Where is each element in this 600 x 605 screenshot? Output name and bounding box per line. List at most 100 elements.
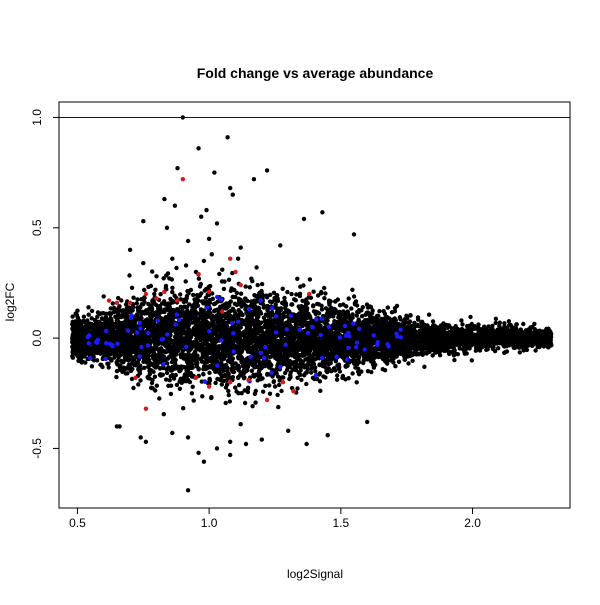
data-point [217,271,222,277]
data-point [183,263,189,268]
data-point [252,391,258,396]
data-point [260,376,265,381]
data-point [514,322,519,327]
data-point [517,350,522,355]
data-point [288,370,293,375]
data-point [234,389,239,394]
data-point [147,376,152,381]
data-point [174,265,179,271]
data-point [267,299,273,304]
data-point [293,298,298,303]
data-point [218,304,223,309]
data-point [135,297,140,302]
data-point [253,325,258,331]
data-point [287,376,292,382]
data-point [230,375,235,380]
data-point [129,285,135,290]
data-point [129,376,135,382]
data-point [393,364,398,369]
data-point [346,352,351,357]
data-point [416,351,421,357]
data-point [325,357,330,362]
data-point [350,371,355,376]
data-point [281,375,286,380]
data-point [214,333,220,338]
data-point [369,310,375,316]
data-point [311,289,316,294]
data-point [111,306,116,311]
data-point [161,276,166,281]
data-point [354,380,359,385]
data-point [114,374,119,380]
data-point [295,386,300,391]
data-point [344,304,349,309]
data-point [199,379,204,384]
data-point [459,318,464,323]
data-point [243,307,248,312]
data-point [272,384,278,389]
data-point [264,295,270,300]
data-point [306,360,311,366]
data-point [263,331,268,337]
data-point [521,348,526,353]
data-point [161,365,166,371]
data-point [307,277,313,282]
data-point [153,341,159,347]
data-point [148,367,153,373]
data-point [274,366,279,372]
data-point [349,353,355,359]
data-point [294,292,299,297]
data-point [329,305,334,311]
data-point [392,309,398,314]
data-point [170,289,175,295]
data-point [319,303,324,308]
data-point [170,285,175,290]
data-point [497,320,502,325]
data-point [269,362,274,368]
data-point [279,388,284,394]
data-point [244,342,249,347]
data-point [304,370,309,375]
data-point [280,286,285,291]
data-point [108,356,113,362]
data-point [261,293,266,299]
data-point [152,291,157,297]
data-point [177,379,182,384]
data-point [70,314,75,319]
data-point [267,383,272,388]
data-point [101,294,106,299]
data-point [157,396,162,401]
data-point [239,391,244,396]
data-point [236,382,242,388]
data-point [502,321,507,326]
data-point [452,357,457,363]
data-point [190,384,195,389]
data-point [226,375,231,381]
data-point [120,308,126,313]
data-point [232,301,238,306]
data-point [105,318,111,323]
data-point [366,348,371,353]
data-point [219,360,224,366]
data-point [451,353,457,358]
data-point [191,398,196,403]
data-point [164,377,169,382]
data-point [101,311,106,316]
data-point [106,361,111,366]
data-point [114,368,120,374]
data-point [308,295,314,300]
data-point [243,284,248,289]
data-point [125,371,130,376]
data-point [131,385,136,391]
data-point [91,358,97,363]
data-point [355,309,360,315]
data-point [254,294,259,299]
data-point [196,366,201,371]
data-point [306,311,311,316]
data-point [308,354,313,359]
data-point [146,301,151,307]
data-point [166,383,171,388]
data-point [150,269,155,274]
data-point [350,312,355,317]
